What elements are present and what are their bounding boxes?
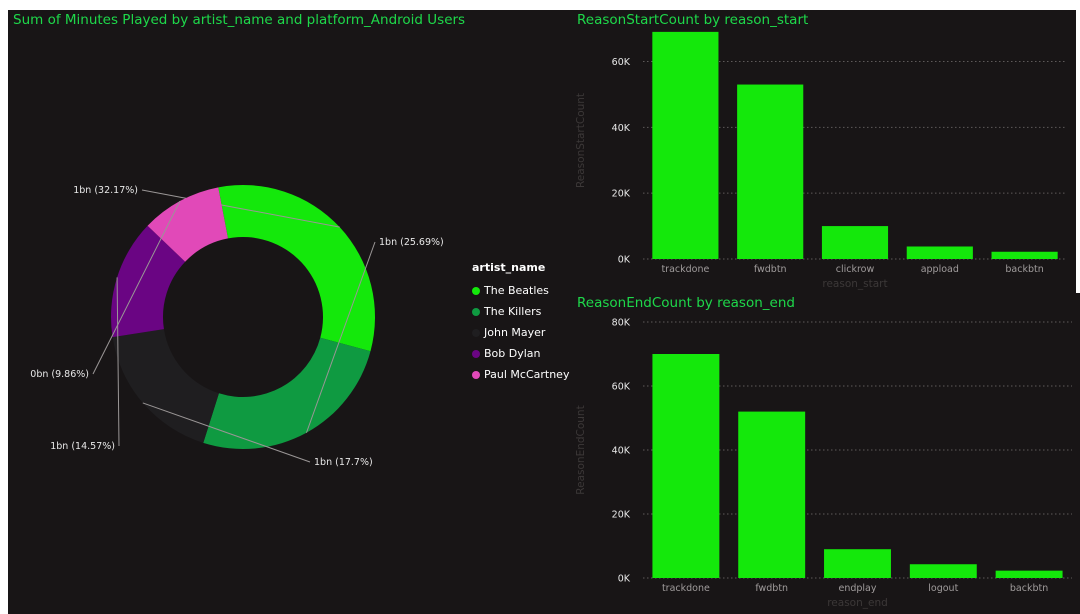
- donut-leader-line-the-beatles: [141, 189, 340, 228]
- donut-leader-line-paul-mccartney: [92, 200, 181, 375]
- reason-start-bar-appload: [906, 246, 973, 259]
- reason-end-bar-logout: [909, 564, 977, 578]
- reason-end-chart-title: ReasonEndCount by reason_end: [577, 295, 795, 311]
- donut-slice-john-mayer: [112, 329, 219, 443]
- reason-start-y-tick-60k: 60K: [612, 57, 631, 68]
- reason-start-x-tick-backbtn: backbtn: [1005, 264, 1043, 275]
- donut-leader-line-bob-dylan: [116, 277, 120, 447]
- donut-slice-paul-mccartney: [147, 187, 229, 262]
- legend-marker-bob-dylan: [472, 349, 480, 358]
- reason-end-x-axis-title: reason_end: [827, 597, 888, 609]
- legend-label-the-beatles: The Beatles: [484, 284, 549, 297]
- donut-leader-line-the-killers: [305, 241, 376, 433]
- donut-leader-line-john-mayer: [142, 402, 311, 463]
- legend-item-bob-dylan[interactable]: Bob Dylan: [472, 343, 569, 364]
- donut-data-label-john-mayer: 1bn (17.7%): [314, 457, 373, 468]
- reason-end-bar-trackdone: [652, 354, 720, 578]
- donut-data-label-bob-dylan: 1bn (14.57%): [50, 441, 115, 452]
- reason-start-x-tick-fwdbtn: fwdbtn: [754, 264, 787, 275]
- reason-start-x-axis-title: reason_start: [822, 278, 887, 290]
- reason-start-y-tick-20k: 20K: [612, 189, 631, 200]
- reason-end-x-tick-logout: logout: [928, 583, 958, 594]
- reason-end-bar-fwdbtn: [738, 411, 806, 578]
- donut-slice-the-killers: [203, 337, 371, 450]
- reason-end-chart-svg: 0K 20K 40K 60K 80K trackdone fwdbtn endplay logo…: [575, 318, 1072, 609]
- legend-item-paul-mccartney[interactable]: Paul McCartney: [472, 364, 569, 385]
- reason-end-y-tick-80k: 80K: [612, 318, 631, 329]
- reason-end-x-tick-endplay: endplay: [838, 583, 876, 594]
- donut-slice-bob-dylan: [111, 225, 186, 338]
- reason-start-bar-trackdone: [652, 31, 719, 259]
- donut-chart-title: Sum of Minutes Played by artist_name and…: [13, 12, 466, 28]
- reason-start-chart-title: ReasonStartCount by reason_start: [577, 12, 809, 28]
- donut-slice-the-beatles: [218, 185, 375, 352]
- reason-end-y-axis-title: ReasonEndCount: [575, 405, 587, 494]
- reason-start-y-tick-40k: 40K: [612, 123, 631, 134]
- reason-end-bar-backbtn: [995, 570, 1063, 578]
- legend-marker-john-mayer: [472, 328, 480, 337]
- reason-start-x-tick-trackdone: trackdone: [661, 264, 709, 275]
- reason-start-chart-panel[interactable]: ReasonStartCount by reason_start 0K 20K 40…: [570, 10, 1076, 293]
- legend-item-the-beatles[interactable]: The Beatles: [472, 280, 569, 301]
- reason-start-x-tick-clickrow: clickrow: [836, 264, 875, 275]
- reason-start-y-axis-title: ReasonStartCount: [575, 93, 587, 188]
- reason-end-chart-panel[interactable]: ReasonEndCount by reason_end 0K 20K 40K 60K…: [570, 293, 1080, 614]
- donut-chart-svg: 1bn (32.17%) 1bn (25.69%) 1bn (17.7%) 1bn (…: [30, 185, 444, 468]
- legend-label-bob-dylan: Bob Dylan: [484, 347, 541, 360]
- reason-end-y-tick-0k: 0K: [618, 574, 631, 585]
- donut-data-label-paul-mccartney: 0bn (9.86%): [30, 369, 89, 380]
- reason-end-x-tick-trackdone: trackdone: [662, 583, 710, 594]
- legend-label-john-mayer: John Mayer: [484, 326, 546, 339]
- reason-end-y-tick-40k: 40K: [612, 446, 631, 457]
- reason-end-bar-endplay: [824, 549, 891, 578]
- legend-marker-the-beatles: [472, 286, 480, 295]
- legend-label-the-killers: The Killers: [484, 305, 542, 318]
- reason-start-bar-backbtn: [991, 251, 1058, 259]
- donut-data-label-the-killers: 1bn (25.69%): [379, 237, 444, 248]
- legend-item-john-mayer[interactable]: John Mayer: [472, 322, 569, 343]
- reason-end-y-tick-60k: 60K: [612, 382, 631, 393]
- reason-end-x-tick-backbtn: backbtn: [1010, 583, 1048, 594]
- legend-marker-the-killers: [472, 307, 480, 316]
- reason-start-chart-svg: 0K 20K 40K 60K trackdone fwdbtn clickrow apploa…: [575, 31, 1067, 290]
- reason-start-bar-clickrow: [821, 226, 889, 259]
- legend-item-the-killers[interactable]: The Killers: [472, 301, 569, 322]
- reason-start-y-tick-0k: 0K: [618, 255, 631, 266]
- reason-end-x-tick-fwdbtn: fwdbtn: [755, 583, 788, 594]
- donut-legend: artist_name The Beatles The Killers John M…: [472, 261, 569, 385]
- reason-start-bar-fwdbtn: [737, 84, 804, 260]
- legend-label-paul-mccartney: Paul McCartney: [484, 368, 570, 381]
- reason-start-x-tick-appload: appload: [921, 264, 959, 275]
- donut-data-label-the-beatles: 1bn (32.17%): [73, 185, 138, 196]
- legend-title: artist_name: [472, 261, 546, 274]
- reason-end-y-tick-20k: 20K: [612, 510, 631, 521]
- legend-marker-paul-mccartney: [472, 370, 480, 379]
